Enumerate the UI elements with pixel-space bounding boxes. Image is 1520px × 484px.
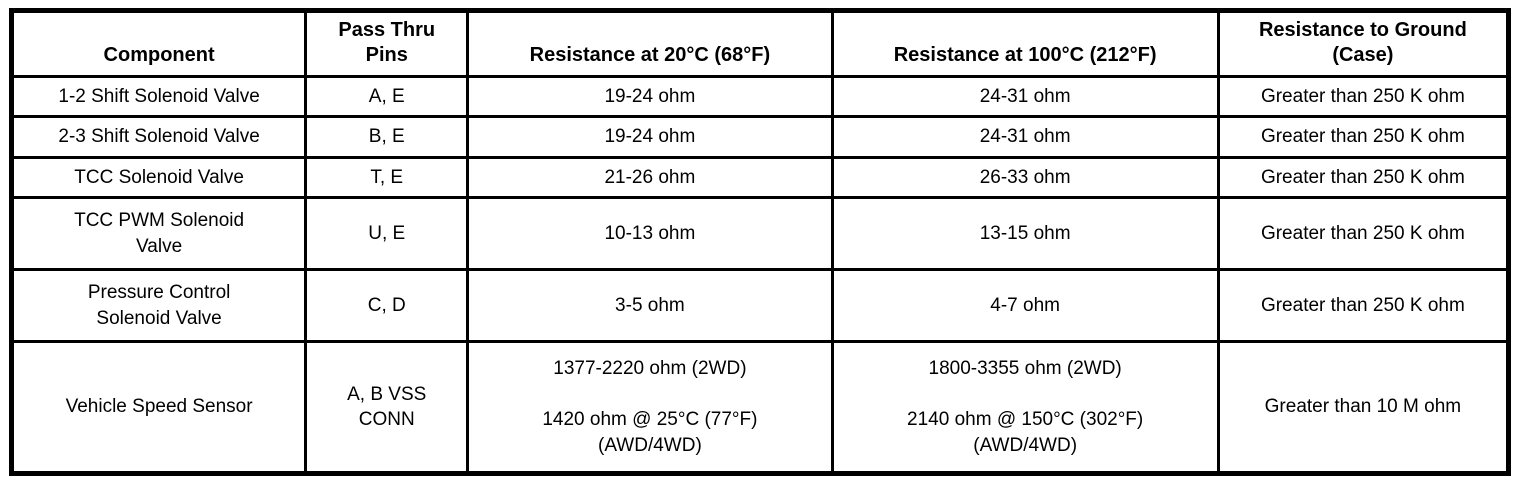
header-row: Component Pass Thru Pins Resistance at 2…	[9, 9, 1511, 78]
table-row-2-3-shift-solenoid: 2-3 Shift Solenoid Valve B, E 19-24 ohm …	[9, 115, 1511, 159]
table-row-pressure-control-solenoid: Pressure Control Solenoid Valve C, D 3-5…	[9, 268, 1511, 344]
table-row-vehicle-speed-sensor: Vehicle Speed Sensor A, B VSS CONN 1377-…	[9, 340, 1511, 475]
table-row-1-2-shift-solenoid: 1-2 Shift Solenoid Valve A, E 19-24 ohm …	[9, 74, 1511, 119]
col-header-pass-thru-pins: Pass Thru Pins	[304, 9, 470, 78]
cell-component: TCC PWM Solenoid Valve	[9, 195, 308, 272]
cell-component: Pressure Control Solenoid Valve	[9, 268, 308, 344]
col-header-resistance-to-ground: Resistance to Ground (Case)	[1216, 9, 1511, 78]
col-header-resistance-20c: Resistance at 20°C (68°F)	[466, 9, 834, 78]
cell-resistance-to-ground: Greater than 250 K ohm	[1216, 74, 1511, 119]
cell-resistance-20c: 19-24 ohm	[466, 74, 834, 119]
table-row-tcc-solenoid: TCC Solenoid Valve T, E 21-26 ohm 26-33 …	[9, 155, 1511, 199]
cell-pass-thru-pins: C, D	[304, 268, 470, 344]
cell-pass-thru-pins: B, E	[304, 115, 470, 159]
cell-component: TCC Solenoid Valve	[9, 155, 308, 199]
table-row-tcc-pwm-solenoid: TCC PWM Solenoid Valve U, E 10-13 ohm 13…	[9, 195, 1511, 272]
cell-resistance-to-ground: Greater than 250 K ohm	[1216, 155, 1511, 199]
col-header-resistance-100c: Resistance at 100°C (212°F)	[830, 9, 1220, 78]
cell-component: 1-2 Shift Solenoid Valve	[9, 74, 308, 119]
cell-resistance-100c: 4-7 ohm	[830, 268, 1220, 344]
cell-resistance-20c: 3-5 ohm	[466, 268, 834, 344]
cell-pass-thru-pins: A, E	[304, 74, 470, 119]
cell-pass-thru-pins: U, E	[304, 195, 470, 272]
cell-component: 2-3 Shift Solenoid Valve	[9, 115, 308, 159]
cell-resistance-20c: 19-24 ohm	[466, 115, 834, 159]
cell-resistance-to-ground: Greater than 250 K ohm	[1216, 115, 1511, 159]
cell-resistance-to-ground: Greater than 250 K ohm	[1216, 268, 1511, 344]
cell-resistance-100c: 1800-3355 ohm (2WD) 2140 ohm @ 150°C (30…	[830, 340, 1220, 475]
cell-resistance-to-ground: Greater than 10 M ohm	[1216, 340, 1511, 475]
cell-pass-thru-pins: A, B VSS CONN	[304, 340, 470, 475]
cell-pass-thru-pins: T, E	[304, 155, 470, 199]
cell-resistance-20c: 21-26 ohm	[466, 155, 834, 199]
cell-resistance-100c: 13-15 ohm	[830, 195, 1220, 272]
cell-resistance-100c: 24-31 ohm	[830, 115, 1220, 159]
cell-resistance-to-ground: Greater than 250 K ohm	[1216, 195, 1511, 272]
resistance-spec-table: Component Pass Thru Pins Resistance at 2…	[9, 8, 1511, 476]
col-header-component: Component	[9, 9, 308, 78]
cell-resistance-20c: 1377-2220 ohm (2WD) 1420 ohm @ 25°C (77°…	[466, 340, 834, 475]
cell-resistance-100c: 26-33 ohm	[830, 155, 1220, 199]
cell-resistance-20c: 10-13 ohm	[466, 195, 834, 272]
cell-component: Vehicle Speed Sensor	[9, 340, 308, 475]
cell-resistance-100c: 24-31 ohm	[830, 74, 1220, 119]
